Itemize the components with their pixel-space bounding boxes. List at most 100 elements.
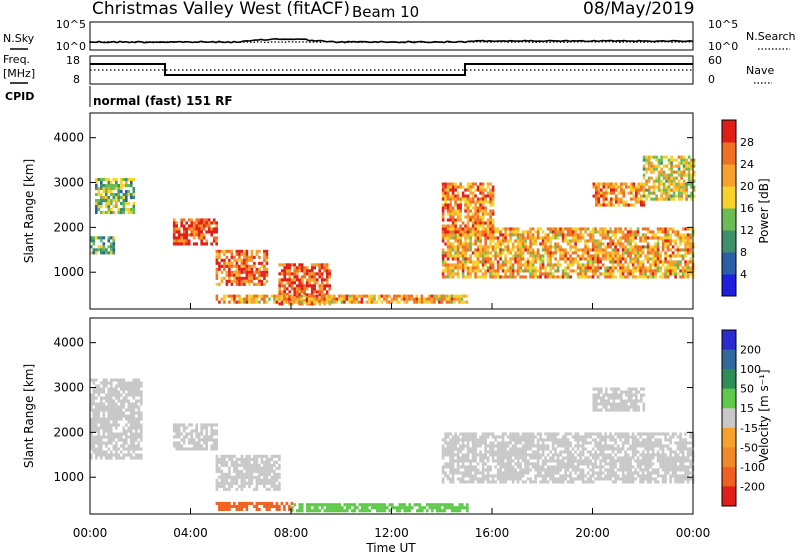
velocity-cell [514, 477, 517, 481]
velocity-cell [130, 420, 133, 424]
velocity-cell [596, 435, 600, 439]
velocity-cell [539, 465, 542, 469]
power-cell [479, 191, 482, 195]
power-cell [619, 275, 622, 279]
power-cell [661, 275, 665, 279]
power-cell [469, 239, 472, 243]
velocity-cell [130, 384, 133, 388]
velocity-cell [105, 444, 108, 448]
velocity-cell [391, 506, 394, 510]
velocity-cell [461, 465, 465, 469]
power-cell [549, 257, 552, 261]
power-cell [654, 260, 657, 264]
power-cell [614, 251, 617, 255]
power-cell [616, 230, 620, 234]
velocity-cell [90, 438, 93, 442]
velocity-cell [270, 457, 274, 461]
power-cell [300, 263, 304, 267]
velocity-cell [481, 453, 485, 457]
velocity-cell [326, 509, 329, 513]
power-cell [591, 236, 595, 240]
power-cell [280, 302, 284, 306]
velocity-cell [456, 450, 460, 454]
power-cell [679, 269, 682, 273]
velocity-cell [519, 465, 522, 469]
power-cell [449, 245, 452, 249]
velocity-cell [90, 429, 93, 433]
velocity-cell [235, 463, 239, 467]
power-cell [270, 294, 274, 298]
power-cell [215, 267, 219, 271]
velocity-cell [609, 462, 612, 466]
power-cell [680, 158, 683, 162]
velocity-cell [461, 503, 464, 507]
power-cell [642, 173, 646, 177]
velocity-cell [112, 423, 116, 427]
velocity-cell [539, 468, 542, 472]
velocity-cell [125, 447, 128, 451]
velocity-cell [378, 506, 382, 510]
velocity-cell [240, 475, 244, 479]
power-cell [230, 249, 234, 253]
power-cell [263, 255, 266, 259]
power-cell [225, 264, 229, 268]
power-cell [551, 272, 555, 276]
velocity-cell [218, 507, 221, 511]
power-cell [471, 206, 475, 210]
velocity-cell [506, 441, 510, 445]
power-cell [591, 269, 595, 273]
velocity-cell [634, 435, 637, 439]
power-cell [559, 245, 562, 249]
velocity-cell [100, 390, 103, 394]
power-cell [459, 203, 462, 207]
velocity-cell [561, 435, 565, 439]
velocity-cell [245, 463, 249, 467]
velocity-cell [496, 468, 500, 472]
power-cell [435, 297, 439, 301]
power-cell [285, 297, 289, 301]
power-cell [601, 236, 605, 240]
velocity-cell [92, 381, 96, 385]
velocity-cell [566, 432, 570, 436]
power-cell [637, 185, 641, 189]
velocity-cell [481, 432, 485, 436]
velocity-cell [127, 417, 131, 421]
velocity-cell [338, 503, 342, 507]
velocity-cell [504, 432, 507, 436]
velocity-cell [192, 438, 196, 442]
velocity-cell [311, 509, 314, 513]
velocity-cell [95, 384, 98, 388]
power-cell [318, 266, 321, 270]
velocity-cell [135, 453, 138, 457]
power-cell [454, 245, 457, 249]
power-cell [489, 239, 492, 243]
power-cell [602, 194, 606, 198]
power-cell [456, 260, 460, 264]
power-cell [607, 203, 611, 207]
power-cell [365, 300, 369, 304]
velocity-cell [641, 474, 645, 478]
cpid-text: normal (fast) 151 RF [93, 94, 233, 108]
power-cell [474, 188, 477, 192]
velocity-cell [265, 504, 269, 508]
power-cell [499, 230, 502, 234]
velocity-cell [586, 459, 590, 463]
velocity-cell [105, 408, 108, 412]
velocity-cell [112, 390, 116, 394]
velocity-cell [132, 390, 136, 394]
power-cell [531, 233, 535, 237]
power-cell [685, 182, 688, 186]
power-cell [576, 254, 580, 258]
power-cell [393, 294, 396, 298]
power-cell [617, 200, 621, 204]
power-cell [594, 272, 597, 276]
power-cell [355, 300, 359, 304]
power-cell [117, 199, 121, 203]
power-cell [536, 227, 540, 231]
velocity-cell [539, 432, 542, 436]
power-cell [418, 300, 421, 304]
power-cell [479, 230, 482, 234]
power-cell [509, 266, 512, 270]
power-cell [556, 275, 560, 279]
power-cell [571, 227, 575, 231]
